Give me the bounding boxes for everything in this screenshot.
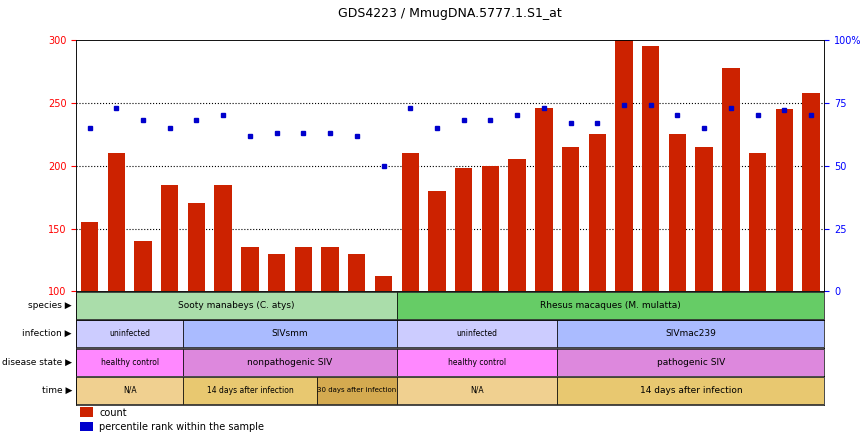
Bar [80, 422, 94, 432]
Text: percentile rank within the sample: percentile rank within the sample [100, 422, 264, 432]
Bar [397, 349, 557, 376]
Text: time ▶: time ▶ [42, 386, 72, 395]
Text: uninfected: uninfected [456, 329, 498, 338]
Text: healthy control: healthy control [100, 358, 158, 367]
Bar [397, 320, 557, 348]
Bar [348, 254, 365, 291]
Text: nonpathogenic SIV: nonpathogenic SIV [248, 358, 333, 367]
Text: infection ▶: infection ▶ [23, 329, 72, 338]
Bar [215, 185, 232, 291]
Bar [803, 93, 820, 291]
Bar [397, 377, 557, 404]
Text: GDS4223 / MmugDNA.5777.1.S1_at: GDS4223 / MmugDNA.5777.1.S1_at [339, 7, 562, 20]
Text: SIVsmm: SIVsmm [272, 329, 308, 338]
Text: SIVmac239: SIVmac239 [665, 329, 716, 338]
Bar [76, 377, 183, 404]
Text: count: count [100, 408, 127, 417]
Bar [776, 109, 793, 291]
Text: 14 days after infection: 14 days after infection [206, 386, 294, 395]
Text: pathogenic SIV: pathogenic SIV [656, 358, 725, 367]
Bar [695, 147, 713, 291]
Bar [557, 377, 824, 404]
Text: species ▶: species ▶ [29, 301, 72, 310]
Bar [669, 134, 686, 291]
Text: uninfected: uninfected [109, 329, 150, 338]
Bar [402, 153, 419, 291]
Bar [161, 185, 178, 291]
Bar [535, 108, 553, 291]
Bar [80, 408, 94, 417]
Bar [76, 292, 397, 319]
Text: 30 days after infection: 30 days after infection [317, 388, 397, 393]
Bar [183, 349, 397, 376]
Bar [589, 134, 606, 291]
Text: N/A: N/A [123, 386, 137, 395]
Bar [183, 377, 317, 404]
Text: healthy control: healthy control [448, 358, 506, 367]
Bar [76, 320, 183, 348]
Text: Sooty manabeys (C. atys): Sooty manabeys (C. atys) [178, 301, 294, 310]
Bar [317, 377, 397, 404]
Bar [375, 276, 392, 291]
Bar [429, 191, 446, 291]
Text: N/A: N/A [470, 386, 484, 395]
Bar [749, 153, 766, 291]
Bar [134, 241, 152, 291]
Bar [81, 222, 98, 291]
Bar [76, 349, 183, 376]
Bar [294, 247, 312, 291]
Text: Rhesus macaques (M. mulatta): Rhesus macaques (M. mulatta) [540, 301, 681, 310]
Bar [242, 247, 259, 291]
Bar [616, 40, 633, 291]
Bar [562, 147, 579, 291]
Bar [642, 46, 659, 291]
Bar [183, 320, 397, 348]
Text: disease state ▶: disease state ▶ [2, 358, 72, 367]
Bar [481, 166, 499, 291]
Bar [321, 247, 339, 291]
Bar [557, 320, 824, 348]
Bar [722, 67, 740, 291]
Bar [397, 292, 824, 319]
Bar [107, 153, 125, 291]
Bar [188, 203, 205, 291]
Text: 14 days after infection: 14 days after infection [639, 386, 742, 395]
Bar [268, 254, 285, 291]
Bar [508, 159, 526, 291]
Bar [557, 349, 824, 376]
Bar [455, 168, 472, 291]
